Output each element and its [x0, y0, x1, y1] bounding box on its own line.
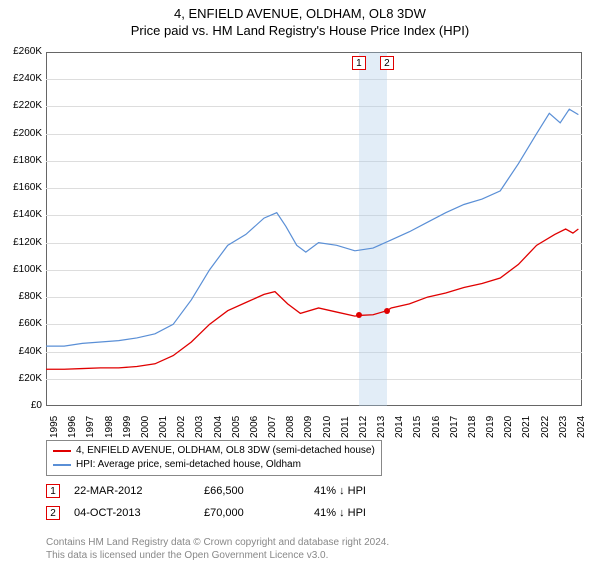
series-price_paid: [46, 229, 578, 369]
transaction-delta: 41% ↓ HPI: [314, 485, 366, 497]
transaction-dot: [356, 312, 362, 318]
transaction-price: £70,000: [204, 507, 314, 519]
transaction-price: £66,500: [204, 485, 314, 497]
transaction-delta: 41% ↓ HPI: [314, 507, 366, 519]
transaction-row: 1 22-MAR-2012£66,50041% ↓ HPI: [46, 484, 366, 498]
marker-2: 2: [380, 56, 394, 70]
transaction-dot: [384, 308, 390, 314]
marker-1: 1: [352, 56, 366, 70]
series-hpi: [46, 109, 578, 346]
transaction-row: 2 04-OCT-2013£70,00041% ↓ HPI: [46, 506, 366, 520]
transaction-marker: 1: [46, 484, 60, 498]
chart-svg: [0, 6, 600, 566]
transaction-date: 04-OCT-2013: [74, 507, 204, 519]
transaction-marker: 2: [46, 506, 60, 520]
transaction-date: 22-MAR-2012: [74, 485, 204, 497]
